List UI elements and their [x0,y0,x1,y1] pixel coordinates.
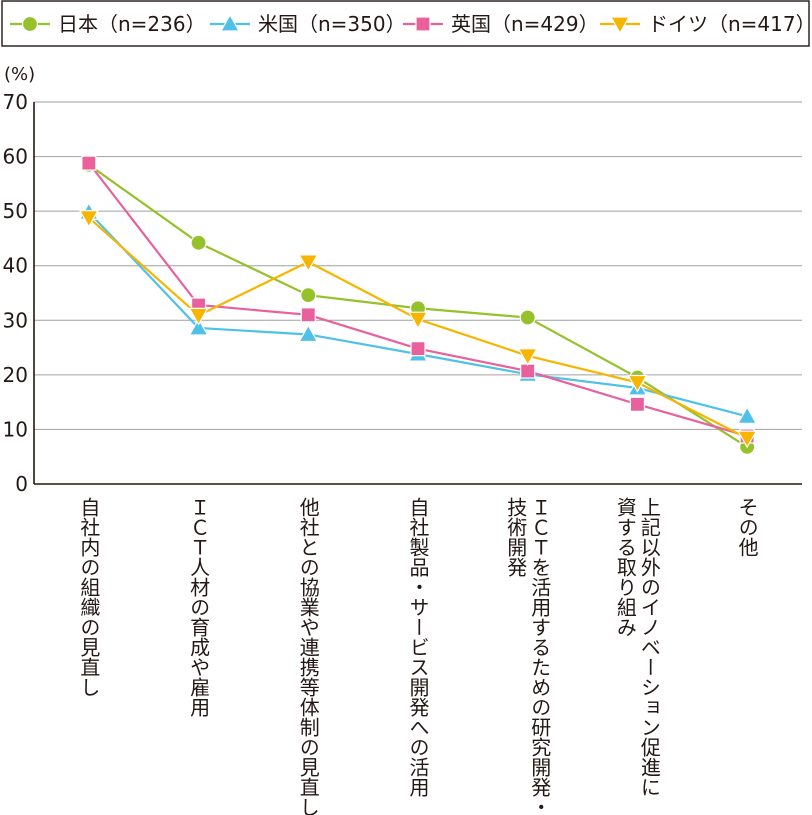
y-tick-label: 30 [3,308,28,332]
data-point [517,348,538,366]
x-category-label: 他社との協業や連携等体制の見直し [296,497,320,815]
data-point [410,341,426,357]
y-tick-label: 10 [3,417,28,441]
data-point [300,287,317,304]
legend-item: 米国（n=350） [210,12,406,36]
legend-swatch-marker [21,15,39,33]
x-category-label: 自社内の組織の見直し [77,497,101,697]
y-tick-label: 70 [3,90,28,114]
data-point [629,396,646,412]
legend: 日本（n=236） 米国（n=350） 英国（n=429） ドイツ（n=417） [1,0,812,47]
series-3 [81,155,755,444]
y-tick-label: 20 [3,363,28,387]
data-point [520,363,536,379]
legend-label: 日本（n=236） [58,12,206,36]
x-category-label: ＩＣＴ人材の育成や雇用 [187,497,211,717]
data-point [737,406,758,424]
x-category-label: 技術開発 [504,497,528,577]
legend-label: ドイツ（n=417） [648,12,812,36]
data-point [737,430,758,449]
data-point [188,307,209,326]
x-category-label: ＩＣＴを活用するための研究開発・ [528,497,552,815]
gridlines [34,101,802,430]
x-category-label: その他 [735,497,759,557]
series-4 [78,210,758,449]
y-tick-label: 50 [3,199,28,223]
x-category-label: 上記以外のイノベーション促進に [637,497,661,797]
legend-swatch-marker [609,16,631,35]
data-point [298,254,319,273]
data-point [78,210,99,228]
legend-item: ドイツ（n=417） [600,12,812,36]
data-point [627,374,648,393]
axes [33,102,802,485]
legend-swatch-marker [219,13,241,32]
data-point [407,311,429,330]
data-point [298,324,319,343]
x-axis-category-labels: 自社内の組織の見直し ＩＣＴ人材の育成や雇用 他社との協業や連携等体制の見直し 自社製… [77,497,759,815]
legend-label: 米国（n=350） [258,12,406,36]
legend-item: 日本（n=236） [10,12,206,36]
data-point [300,307,316,323]
y-axis-unit: (%) [4,64,35,85]
data-point [188,317,209,336]
y-tick-label: 40 [3,254,28,278]
series-line [87,162,748,438]
series-group [78,155,758,455]
legend-label: 英国（n=429） [451,12,599,36]
legend-swatch-marker [415,16,431,32]
y-tick-label: 60 [3,145,28,169]
y-tick-label: 0 [15,472,28,496]
legend-item: 英国（n=429） [403,12,599,36]
data-point [81,155,97,171]
data-point [519,309,536,326]
x-category-label: 自社製品・サービス開発への活用 [406,497,430,797]
data-point [190,234,207,251]
x-category-label: 資する取り組み [613,497,637,637]
y-axis-ticks: 0 10 20 30 40 50 60 70 [3,90,28,496]
